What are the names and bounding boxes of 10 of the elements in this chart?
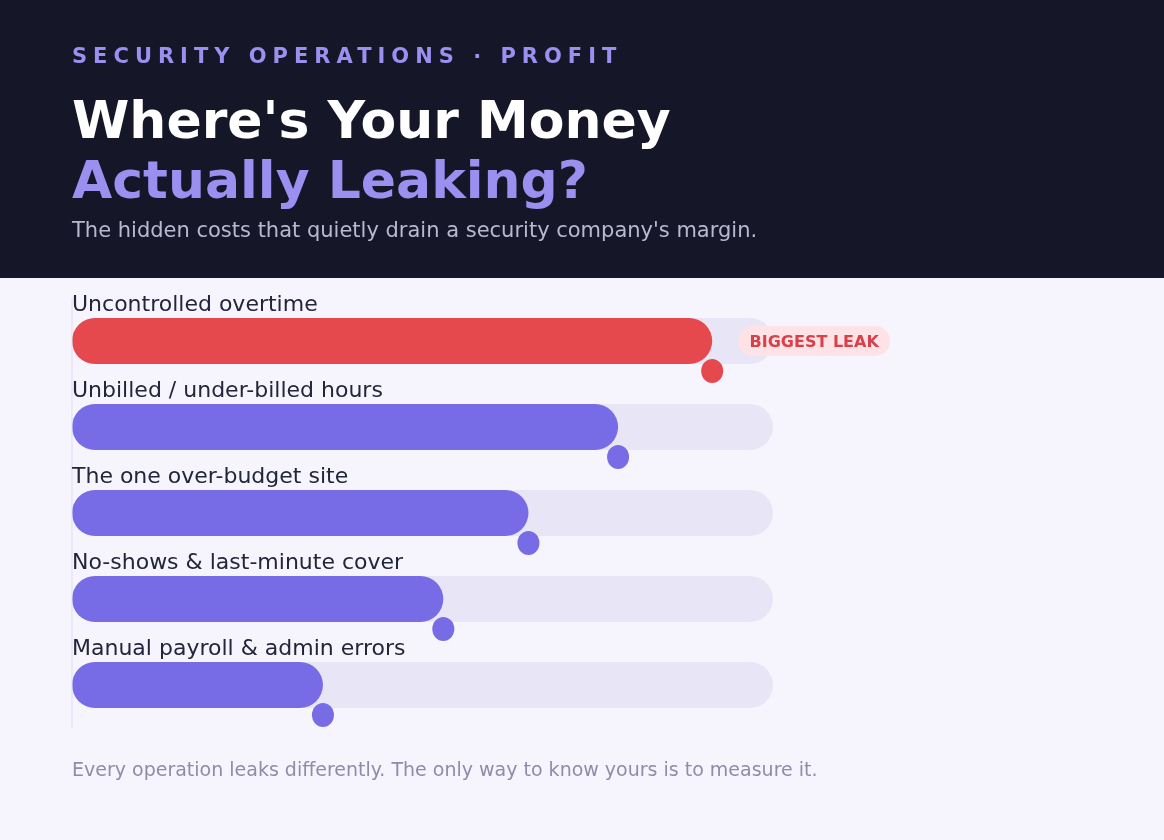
chart-subtitle: The hidden costs that quietly drain a security company's margin. xyxy=(72,218,759,242)
y-tick-label: The one over-budget site xyxy=(71,463,349,488)
y-tick-label: Uncontrolled overtime xyxy=(72,291,318,316)
text: Every operation leaks differently. The only way to know yours is to measure it. xyxy=(72,758,818,780)
chart-title: Where's Your Money Actually Leaking? xyxy=(72,90,672,210)
text: SECURITY OPERATIONS · PROFIT xyxy=(72,44,624,68)
y-tick-label: Manual payroll & admin errors xyxy=(72,635,406,660)
y-tick-label: Unbilled / under-billed hours xyxy=(72,377,383,402)
y-tick-label: No-shows & last-minute cover xyxy=(72,549,405,574)
annotation: BIGGEST LEAK xyxy=(749,332,880,351)
